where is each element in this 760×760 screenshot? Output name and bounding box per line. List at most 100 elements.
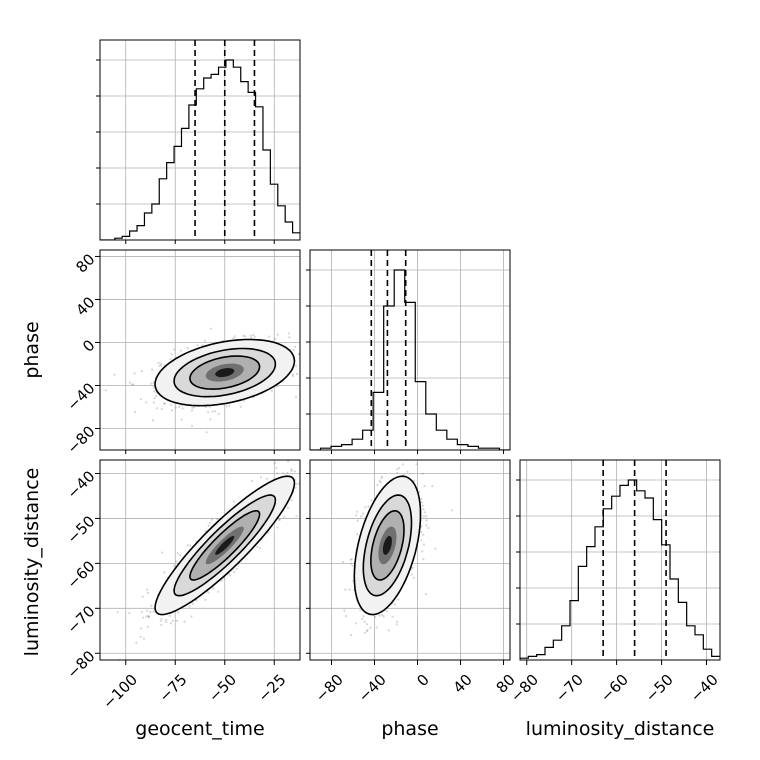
scatter-point — [233, 335, 236, 338]
scatter-point — [290, 469, 293, 472]
scatter-point — [367, 505, 370, 508]
scatter-point — [160, 551, 164, 554]
scatter-point — [392, 438, 394, 440]
scatter-point — [253, 335, 256, 338]
x-tick-label-luminosity_distance: −40 — [687, 671, 722, 706]
scatter-point — [147, 616, 151, 619]
scatter-point — [303, 464, 305, 466]
scatter-point — [273, 461, 277, 465]
scatter-point — [217, 412, 220, 415]
scatter-point — [189, 544, 192, 547]
scatter-point — [363, 631, 367, 634]
scatter-point — [370, 499, 373, 502]
scatter-point — [422, 515, 425, 518]
scatter-point — [139, 635, 142, 638]
y-tick-label-luminosity_distance: −80 — [63, 647, 98, 682]
scatter-point — [191, 424, 194, 427]
scatter-point — [413, 479, 416, 482]
contour-line-phase-luminosity_distance — [370, 509, 405, 581]
scatter-point — [116, 611, 119, 614]
scatter-point — [180, 418, 183, 421]
scatter-point — [344, 588, 347, 591]
scatter-point — [313, 494, 315, 496]
scatter-point — [190, 615, 193, 618]
scatter-point — [169, 622, 173, 625]
scatter-point — [164, 618, 167, 621]
scatter-point — [168, 614, 171, 617]
scatter-point — [181, 407, 184, 410]
scatter-point — [145, 615, 148, 618]
scatter-point — [155, 407, 158, 410]
y-axis-label-luminosity-distance: luminosity_distance — [21, 468, 43, 657]
scatter-point — [203, 339, 206, 342]
scatter-point — [165, 620, 168, 624]
scatter-point — [387, 629, 390, 632]
scatter-point — [274, 337, 277, 340]
scatter-point — [396, 471, 399, 474]
scatter-point — [223, 577, 226, 580]
scatter-point — [141, 595, 144, 598]
scatter-point — [364, 506, 367, 509]
scatter-point — [270, 389, 273, 392]
scatter-point — [151, 419, 154, 422]
scatter-point — [276, 526, 279, 529]
contour-line-geocent_time-phase — [154, 338, 296, 407]
scatter-point — [150, 382, 153, 385]
scatter-point — [349, 558, 352, 561]
scatter-point — [375, 626, 378, 629]
histogram-step-phase — [310, 269, 510, 450]
scatter-point — [171, 409, 174, 412]
scatter-point — [131, 383, 135, 386]
scatter-point — [328, 465, 330, 467]
scatter-point — [146, 591, 149, 595]
scatter-point — [292, 348, 295, 352]
scatter-point — [159, 619, 162, 622]
scatter-point — [318, 466, 320, 468]
x-tick-label-geocent_time: −25 — [254, 671, 289, 706]
scatter-point — [324, 344, 326, 346]
scatter-point — [342, 561, 345, 564]
x-tick-label-phase: 40 — [450, 671, 476, 697]
scatter-point — [424, 593, 428, 596]
scatter-point — [294, 486, 297, 489]
scatter-point — [209, 327, 212, 330]
scatter-point — [356, 533, 359, 536]
scatter-point — [173, 564, 176, 568]
density-fill-geocent_time-luminosity_distance — [215, 536, 235, 555]
scatter-point — [147, 615, 150, 618]
scatter-point — [365, 623, 368, 626]
hist-frame-luminosity_distance — [519, 459, 721, 661]
scatter-point — [381, 475, 384, 478]
scatter-point — [113, 373, 116, 376]
x-tick-label-luminosity_distance: −80 — [507, 671, 542, 706]
hist-panel-geocent_time — [100, 40, 300, 240]
scatter-point — [276, 333, 279, 336]
y-axis-label-phase: phase — [21, 321, 43, 378]
scatter-point — [366, 629, 369, 632]
scatter-point — [179, 554, 182, 557]
contour-line-geocent_time-luminosity_distance — [173, 494, 277, 597]
x-tick-label-luminosity_distance: −70 — [552, 671, 587, 706]
scatter-point — [313, 471, 315, 473]
scatter-point — [104, 389, 107, 392]
contour-line-phase-luminosity_distance — [353, 475, 422, 616]
scatter-point — [307, 470, 309, 472]
scatter-point — [421, 550, 424, 553]
scatter-point — [153, 390, 156, 393]
scatter-point — [150, 604, 153, 607]
scatter-point — [176, 552, 179, 555]
scatter-point — [225, 405, 228, 408]
scatter-point — [422, 508, 425, 511]
scatter-point — [275, 385, 278, 388]
scatter-point — [128, 612, 131, 615]
scatter-point — [146, 625, 149, 629]
x-tick-label-phase: 0 — [413, 671, 432, 690]
scatter-point — [256, 545, 259, 548]
scatter-point — [397, 598, 400, 601]
scatter-point — [406, 470, 409, 473]
scatter-point — [191, 406, 194, 409]
scatter-point — [450, 509, 453, 512]
scatter-point — [361, 617, 364, 621]
scatter-point — [145, 401, 148, 404]
x-axis-label-luminosity-distance: luminosity_distance — [526, 718, 715, 740]
